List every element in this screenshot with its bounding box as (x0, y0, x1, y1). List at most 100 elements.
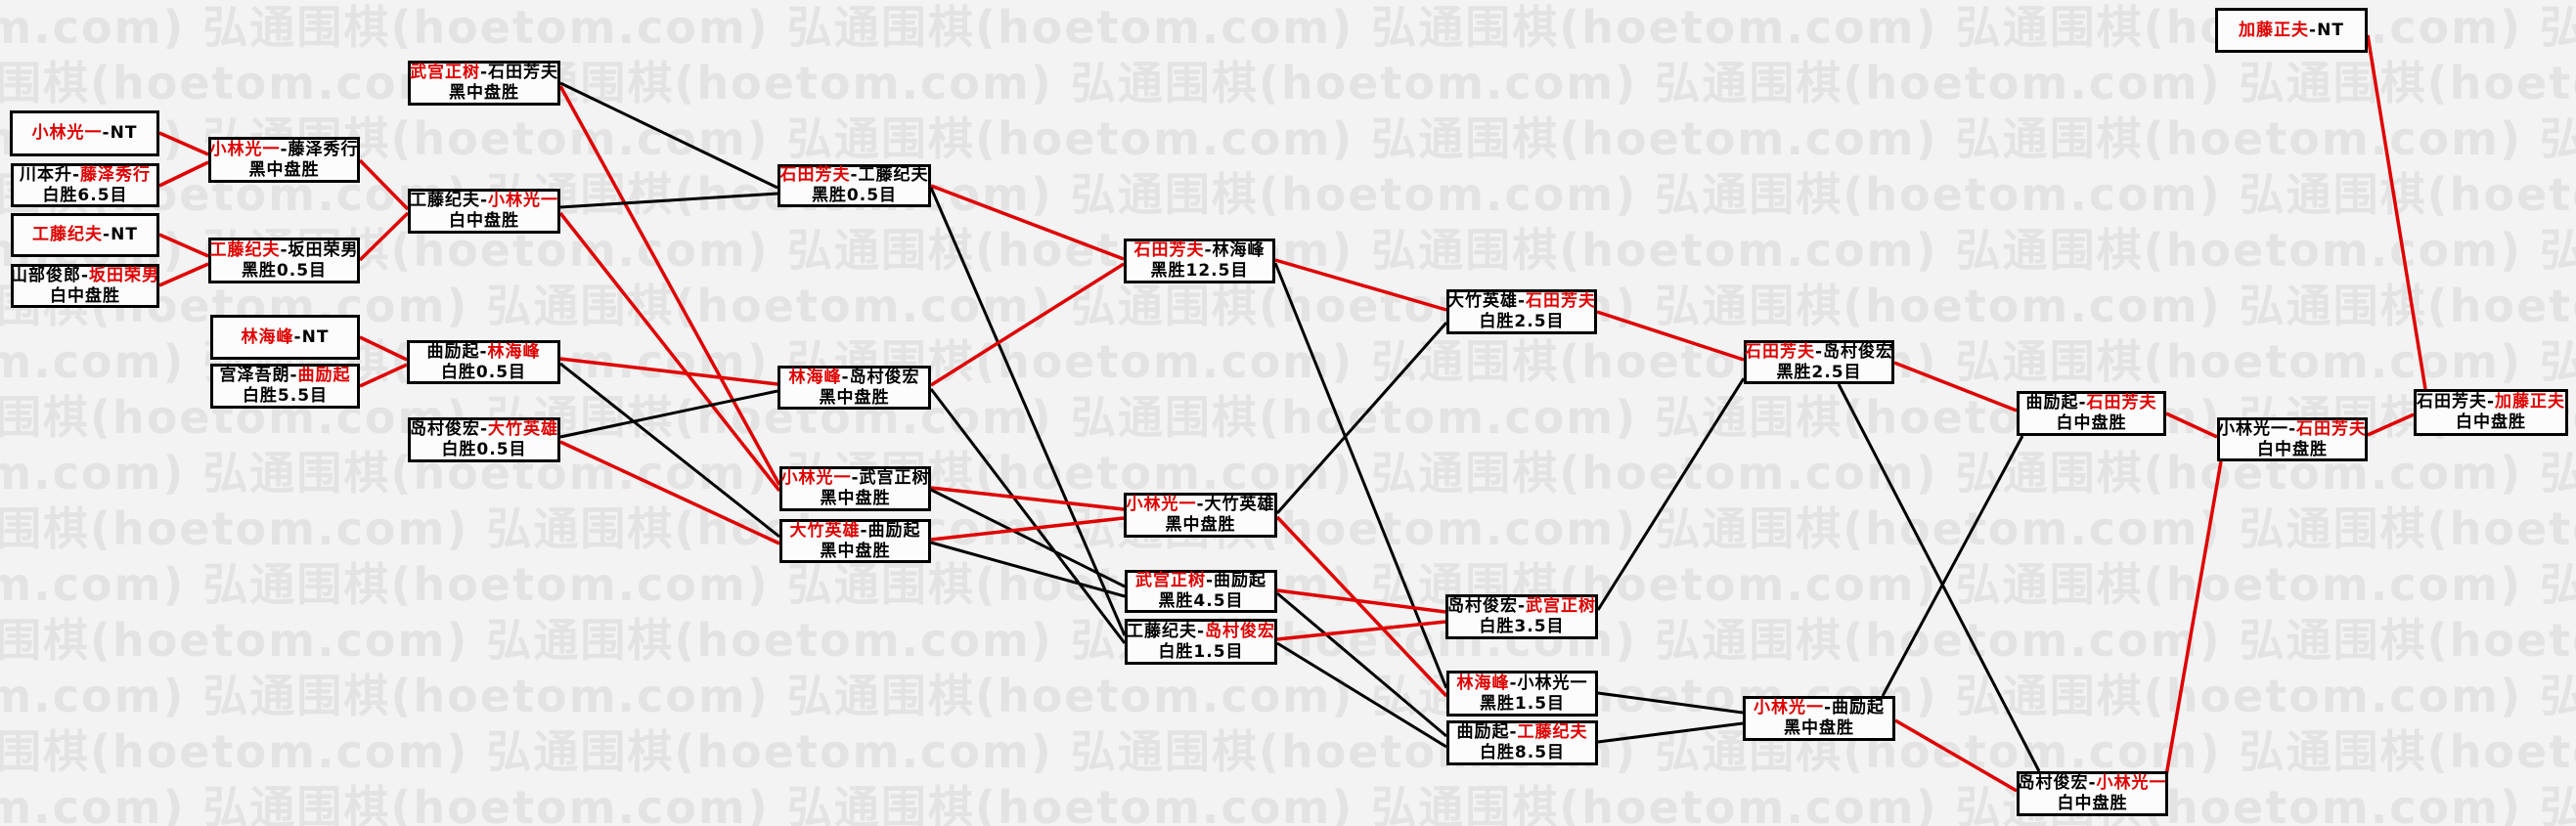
edge-b18-b21-lose (1275, 322, 1448, 514)
match-title: 石田芳夫-加藤正夫 (2417, 392, 2565, 413)
match-box-b27: 曲励起-石田芳夫 白中盘胜 (2017, 391, 2166, 436)
edge-b16-b19-lose (930, 541, 1126, 598)
player-name: 川本升- (19, 164, 81, 185)
edge-b5-b10-win (358, 158, 410, 211)
match-box-b11: 曲励起-林海峰 白胜0.5目 (407, 340, 560, 384)
match-title: 曲励起-石田芳夫 (2025, 393, 2156, 413)
match-result: 黑胜2.5目 (1776, 362, 1862, 382)
match-title: 小林光一-石田芳夫 (2218, 419, 2367, 440)
player-name: -石田芳夫 (479, 63, 559, 82)
player-name: -大竹英雄 (1196, 495, 1275, 514)
player-name: 岛村俊宏- (1446, 596, 1527, 616)
match-box-b13: 石田芳夫-工藤纪夫 黑胜0.5目 (777, 164, 931, 207)
match-result: 白胜8.5目 (1479, 743, 1566, 762)
match-title: 武宫正树-曲励起 (1135, 571, 1266, 591)
edge-b19-b22-win (1276, 588, 1446, 614)
match-title: 武宫正树-石田芳夫 (410, 63, 558, 83)
match-box-b12: 岛村俊宏-大竹英雄 白胜0.5目 (408, 417, 560, 462)
player-name: -NT (103, 225, 138, 244)
match-box-b31: 石田芳夫-加藤正夫 白中盘胜 (2414, 389, 2568, 436)
player-name: -曲励起 (1823, 698, 1886, 717)
watermark-row: 弘通围棋(hoetom.com) 弘通围棋(hoetom.com) 弘通围棋(h… (0, 670, 2576, 722)
edge-b23-b26-lose (1597, 691, 1744, 715)
match-box-b14: 林海峰-岛村俊宏 黑中盘胜 (777, 366, 931, 410)
match-result: 黑中盘胜 (449, 83, 519, 103)
winner-name: 大竹英雄 (488, 419, 559, 439)
winner-name: 曲励起 (297, 366, 351, 385)
winner-name: 石田芳夫 (779, 165, 851, 185)
edge-b6-b10-win (358, 211, 410, 262)
player-name: 曲励起- (426, 341, 488, 362)
match-result: 黑中盘胜 (248, 159, 320, 180)
match-result: 黑中盘胜 (820, 489, 891, 508)
winner-name: 武宫正树 (1134, 571, 1206, 590)
match-result: 白胜0.5目 (441, 440, 527, 459)
edge-b11-b16-lose (559, 362, 780, 539)
match-title: 大竹英雄-石田芳夫 (1447, 291, 1596, 312)
player-name: -NT (2309, 20, 2344, 40)
edge-b20-b22-win (1276, 620, 1446, 641)
match-title: 小林光一-武宫正树 (780, 468, 929, 489)
match-box-b17: 石田芳夫-林海峰 黑胜12.5目 (1124, 239, 1275, 283)
match-result: 黑胜4.5目 (1158, 591, 1244, 611)
match-result: 黑胜12.5目 (1150, 261, 1249, 281)
edge-b2-b5-win (158, 160, 209, 188)
edge-b10-b13-lose (559, 192, 778, 209)
match-box-b23: 林海峰-小林光一 黑胜1.5目 (1446, 671, 1598, 717)
match-title: 曲励起-工藤纪夫 (1456, 722, 1587, 743)
player-name: -曲励起 (1205, 571, 1267, 590)
edge-b10-b15-win (558, 211, 781, 493)
watermark-row: 弘通围棋(hoetom.com) 弘通围棋(hoetom.com) 弘通围棋(h… (0, 280, 2576, 332)
winner-name: 小林光一 (488, 191, 559, 210)
winner-name: 林海峰 (1456, 673, 1510, 693)
match-result: 白中盘胜 (50, 285, 120, 306)
match-box-b20: 工藤纪夫-岛村俊宏 白胜1.5目 (1125, 619, 1277, 665)
edge-b29-b31-win (2366, 34, 2427, 390)
match-box-b6: 工藤纪夫-坂田荣男 黑胜0.5目 (208, 238, 360, 283)
watermark-row: 弘通围棋(hoetom.com) 弘通围棋(hoetom.com) 弘通围棋(h… (0, 725, 2576, 778)
match-box-b16: 大竹英雄-曲励起 黑中盘胜 (779, 519, 931, 563)
match-title: 小林光一-NT (32, 123, 138, 144)
player-name: -岛村俊宏 (841, 367, 920, 387)
edge-b22-b25-lose (1596, 377, 1746, 611)
edge-b13-b20-lose (929, 187, 1127, 636)
match-title: 岛村俊宏-大竹英雄 (410, 419, 558, 440)
edge-b11-b14-win (559, 357, 778, 386)
edge-b17-b21-win (1274, 258, 1447, 312)
match-box-b1: 小林光一-NT (10, 110, 159, 156)
edge-b27-b30-win (2165, 412, 2218, 439)
player-name: -曲励起 (860, 520, 921, 541)
match-title: 小林光一-大竹英雄 (1126, 495, 1274, 515)
edge-b14-b17-win (930, 262, 1125, 387)
player-name: 曲励起- (1456, 722, 1518, 742)
match-title: 岛村俊宏-武宫正树 (1447, 596, 1596, 617)
match-result: 白中盘胜 (2056, 413, 2127, 433)
player-name: -坂田荣男 (280, 239, 359, 260)
match-title: 小林光一-曲励起 (1754, 698, 1885, 718)
edge-b15-b18-win (930, 486, 1125, 511)
match-box-b26: 小林光一-曲励起 黑中盘胜 (1743, 696, 1895, 741)
match-title: 岛村俊宏-小林光一 (2018, 773, 2166, 794)
match-title: 山部俊郎-坂田荣男 (11, 266, 159, 286)
player-name: -工藤纪夫 (850, 165, 929, 185)
winner-name: 小林光一 (1126, 495, 1197, 514)
match-box-b18: 小林光一-大竹英雄 黑中盘胜 (1124, 493, 1277, 538)
match-box-b5: 小林光一-藤泽秀行 黑中盘胜 (208, 137, 360, 183)
match-box-b9: 武宫正树-石田芳夫 黑中盘胜 (408, 61, 560, 106)
player-name: -NT (293, 326, 330, 347)
player-name: 工藤纪夫- (1126, 621, 1206, 641)
player-name: 山部俊郎- (10, 265, 90, 285)
match-box-b10: 工藤纪夫-小林光一 白中盘胜 (408, 189, 560, 234)
match-title: 石田芳夫-岛村俊宏 (1745, 342, 1893, 363)
match-result: 白胜3.5目 (1479, 617, 1565, 636)
edge-b25-b27-win (1893, 361, 2018, 413)
match-title: 小林光一-藤泽秀行 (209, 140, 358, 160)
winner-name: 小林光一 (780, 468, 852, 488)
winner-name: 岛村俊宏 (1205, 621, 1276, 641)
match-result: 白中盘胜 (2257, 439, 2328, 459)
match-result: 白胜0.5目 (440, 362, 527, 382)
winner-name: 石田芳夫 (2086, 393, 2157, 413)
winner-name: 石田芳夫 (2296, 418, 2368, 439)
